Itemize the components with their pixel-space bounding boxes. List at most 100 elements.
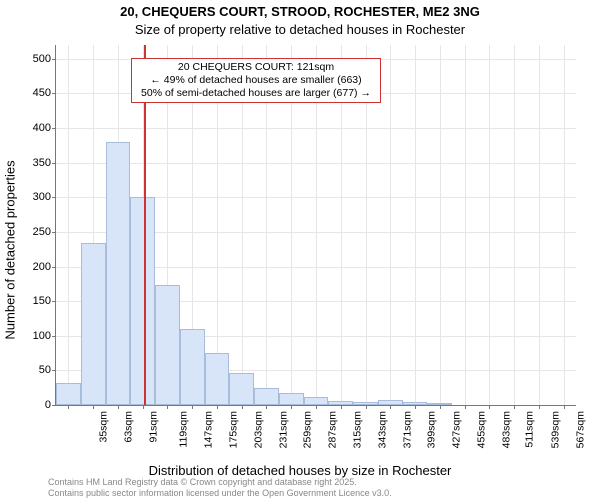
x-tick-mark [242, 405, 243, 409]
x-tick-mark [93, 405, 94, 409]
histogram-bar [328, 401, 353, 405]
x-tick-label: 315sqm [351, 411, 363, 448]
gridline-v [514, 45, 515, 405]
y-tick-mark [52, 232, 56, 233]
histogram-bar [130, 197, 155, 405]
y-tick-mark [52, 301, 56, 302]
credit-line-2: Contains public sector information licen… [48, 488, 392, 498]
chart-title: 20, CHEQUERS COURT, STROOD, ROCHESTER, M… [0, 4, 600, 19]
x-tick-mark [291, 405, 292, 409]
x-tick-mark [167, 405, 168, 409]
y-tick-label: 350 [33, 157, 51, 169]
gridline-v [390, 45, 391, 405]
x-tick-label: 427sqm [450, 411, 462, 448]
x-tick-mark [539, 405, 540, 409]
x-tick-mark [465, 405, 466, 409]
x-tick-label: 147sqm [203, 411, 215, 448]
y-tick-mark [52, 128, 56, 129]
y-axis-label: Number of detached properties [3, 160, 18, 339]
x-tick-label: 203sqm [252, 411, 264, 448]
x-tick-mark [514, 405, 515, 409]
x-tick-mark [564, 405, 565, 409]
y-tick-label: 300 [33, 191, 51, 203]
x-tick-mark [68, 405, 69, 409]
x-tick-mark [366, 405, 367, 409]
x-tick-label: 175sqm [228, 411, 240, 448]
histogram-bar [254, 388, 279, 405]
x-tick-label: 483sqm [500, 411, 512, 448]
x-tick-mark [489, 405, 490, 409]
gridline-v [68, 45, 69, 405]
plot-area: 05010015020025030035040045050035sqm63sqm… [55, 45, 576, 406]
histogram-bar [155, 285, 180, 405]
annotation-box: 20 CHEQUERS COURT: 121sqm← 49% of detach… [131, 58, 381, 103]
x-tick-mark [341, 405, 342, 409]
x-tick-label: 399sqm [426, 411, 438, 448]
gridline-v [415, 45, 416, 405]
histogram-bar [56, 383, 81, 405]
y-tick-mark [52, 163, 56, 164]
x-tick-label: 539sqm [549, 411, 561, 448]
x-tick-label: 455sqm [475, 411, 487, 448]
x-tick-label: 259sqm [302, 411, 314, 448]
histogram-bar [81, 243, 106, 405]
histogram-bar [180, 329, 205, 405]
chart-subtitle: Size of property relative to detached ho… [0, 22, 600, 37]
x-tick-label: 35sqm [98, 411, 110, 443]
y-tick-mark [52, 93, 56, 94]
histogram-bar [106, 142, 131, 405]
y-tick-label: 0 [45, 399, 51, 411]
histogram-bar [378, 400, 403, 405]
gridline-v [489, 45, 490, 405]
histogram-bar [205, 353, 230, 405]
histogram-bar [279, 393, 304, 405]
gridline-v [465, 45, 466, 405]
x-tick-label: 91sqm [147, 411, 159, 443]
y-tick-label: 150 [33, 295, 51, 307]
x-tick-mark [217, 405, 218, 409]
y-tick-mark [52, 370, 56, 371]
x-tick-label: 287sqm [327, 411, 339, 448]
annotation-line-1: 20 CHEQUERS COURT: 121sqm [136, 61, 376, 74]
histogram-bar [304, 397, 329, 405]
gridline-v [564, 45, 565, 405]
y-tick-label: 250 [33, 226, 51, 238]
histogram-bar [353, 402, 378, 405]
x-tick-label: 567sqm [574, 411, 586, 448]
x-tick-label: 63sqm [123, 411, 135, 443]
x-tick-label: 371sqm [401, 411, 413, 448]
x-tick-mark [440, 405, 441, 409]
x-tick-mark [390, 405, 391, 409]
x-tick-mark [266, 405, 267, 409]
credit-text: Contains HM Land Registry data © Crown c… [48, 477, 392, 498]
y-tick-mark [52, 336, 56, 337]
y-tick-label: 450 [33, 87, 51, 99]
y-tick-label: 100 [33, 330, 51, 342]
y-tick-mark [52, 197, 56, 198]
y-tick-label: 50 [39, 364, 51, 376]
x-tick-mark [118, 405, 119, 409]
y-tick-mark [52, 59, 56, 60]
gridline-v [440, 45, 441, 405]
annotation-line-2: ← 49% of detached houses are smaller (66… [136, 74, 376, 87]
histogram-bar [403, 402, 428, 405]
histogram-bar [427, 403, 452, 405]
credit-line-1: Contains HM Land Registry data © Crown c… [48, 477, 392, 487]
x-axis-label: Distribution of detached houses by size … [0, 463, 600, 478]
x-tick-mark [415, 405, 416, 409]
y-tick-mark [52, 267, 56, 268]
annotation-line-3: 50% of semi-detached houses are larger (… [136, 87, 376, 100]
y-tick-label: 400 [33, 122, 51, 134]
x-tick-mark [192, 405, 193, 409]
y-tick-mark [52, 405, 56, 406]
x-tick-label: 343sqm [376, 411, 388, 448]
x-tick-label: 119sqm [177, 411, 189, 448]
y-tick-label: 500 [33, 53, 51, 65]
x-tick-label: 231sqm [277, 411, 289, 448]
x-tick-mark [316, 405, 317, 409]
x-tick-label: 511sqm [524, 411, 536, 448]
gridline-v [539, 45, 540, 405]
histogram-bar [229, 373, 254, 405]
x-tick-mark [143, 405, 144, 409]
chart-container: 20, CHEQUERS COURT, STROOD, ROCHESTER, M… [0, 0, 600, 500]
